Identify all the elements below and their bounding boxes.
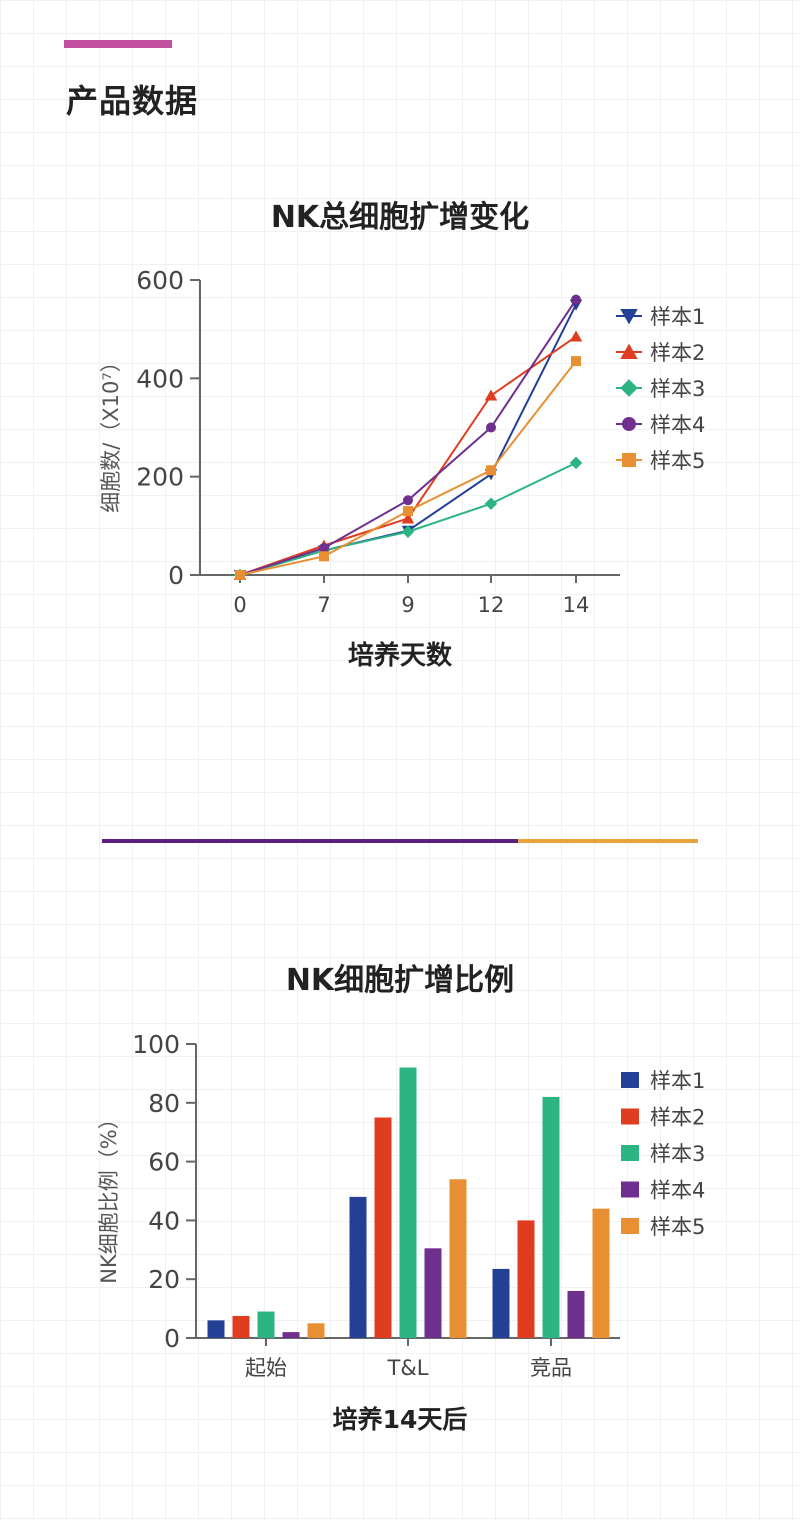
bar	[349, 1196, 367, 1338]
y-tick-label: 40	[148, 1206, 180, 1235]
bar	[374, 1117, 392, 1338]
x-tick-label: 起始	[245, 1356, 287, 1380]
data-point	[401, 525, 415, 538]
data-point	[319, 542, 329, 553]
bar	[542, 1096, 560, 1338]
data-point	[569, 330, 583, 342]
legend-label: 样本3	[650, 1142, 705, 1166]
bar	[399, 1067, 417, 1338]
y-tick-label: 0	[168, 561, 184, 590]
section-title: 产品数据	[66, 82, 199, 120]
legend-marker	[622, 417, 636, 431]
bar	[257, 1311, 275, 1338]
chart-title: NK总细胞扩增变化	[271, 200, 529, 235]
legend-swatch	[621, 1108, 639, 1125]
legend-marker	[620, 343, 638, 359]
legend-label: 样本4	[650, 1179, 705, 1203]
bar	[307, 1323, 325, 1338]
legend-label: 样本3	[650, 377, 705, 401]
y-tick-label: 0	[164, 1324, 180, 1353]
y-tick-label: 600	[136, 266, 184, 295]
data-point	[401, 512, 415, 524]
divider-right	[518, 839, 698, 843]
bar	[424, 1248, 442, 1338]
legend-label: 样本2	[650, 1106, 705, 1130]
bar	[592, 1208, 610, 1338]
data-point	[484, 497, 498, 510]
legend-swatch	[621, 1181, 639, 1198]
legend-label: 样本4	[650, 413, 705, 437]
bar	[517, 1220, 535, 1338]
y-tick-label: 200	[136, 463, 184, 492]
legend-marker	[622, 453, 636, 467]
x-tick-label: 0	[233, 593, 246, 617]
section-accent-bar	[64, 40, 172, 48]
y-tick-label: 80	[148, 1089, 180, 1118]
x-axis-label: 培养14天后	[333, 1405, 468, 1434]
data-point	[571, 356, 581, 367]
data-point	[569, 456, 583, 470]
y-tick-label: 100	[132, 1030, 180, 1059]
x-tick-label: T&L	[387, 1356, 429, 1380]
divider-left	[102, 839, 518, 843]
legend-swatch	[621, 1072, 639, 1088]
legend-label: 样本2	[650, 341, 705, 365]
legend-marker	[620, 379, 638, 397]
x-tick-label: 9	[401, 593, 414, 617]
y-tick-label: 60	[148, 1148, 180, 1177]
legend-swatch	[621, 1145, 639, 1161]
y-tick-label: 400	[136, 364, 184, 393]
x-tick-label: 竞品	[530, 1356, 572, 1380]
data-point	[484, 389, 498, 401]
bar	[282, 1332, 300, 1338]
data-point	[319, 551, 329, 562]
bar	[232, 1315, 250, 1338]
data-point	[486, 422, 496, 433]
legend-label: 样本5	[650, 449, 705, 473]
data-point	[403, 506, 413, 517]
x-tick-label: 14	[563, 593, 590, 617]
bar	[449, 1179, 467, 1338]
legend-label: 样本1	[650, 1069, 705, 1093]
y-axis-label: 细胞数/（X10⁷）	[99, 351, 123, 513]
legend-swatch	[621, 1218, 639, 1234]
chart-title: NK细胞扩增比例	[286, 963, 514, 998]
y-axis-label: NK细胞比例（%）	[97, 1108, 121, 1283]
line-chart: NK总细胞扩增变化 培养天数 细胞数/（X10⁷） 0 200 400 600 0 7 9 1…	[99, 200, 705, 671]
legend-label: 样本1	[650, 305, 705, 329]
x-tick-label: 7	[317, 593, 330, 617]
bar	[567, 1290, 585, 1338]
series-line-2	[239, 335, 577, 576]
legend-marker	[620, 309, 638, 325]
data-point	[486, 465, 496, 476]
y-tick-label: 20	[148, 1265, 180, 1294]
series-line-5	[239, 360, 577, 576]
data-point	[235, 570, 245, 580]
x-tick-label: 12	[478, 593, 505, 617]
data-point	[403, 495, 413, 506]
data-point	[571, 294, 581, 305]
legend-label: 样本5	[650, 1215, 705, 1239]
x-axis-label: 培养天数	[348, 640, 453, 671]
bar-chart: NK细胞扩增比例 培养14天后 NK细胞比例（%） 0 20 40 60 80 100 起始…	[97, 963, 705, 1434]
bar	[207, 1320, 225, 1338]
bar	[492, 1268, 510, 1338]
